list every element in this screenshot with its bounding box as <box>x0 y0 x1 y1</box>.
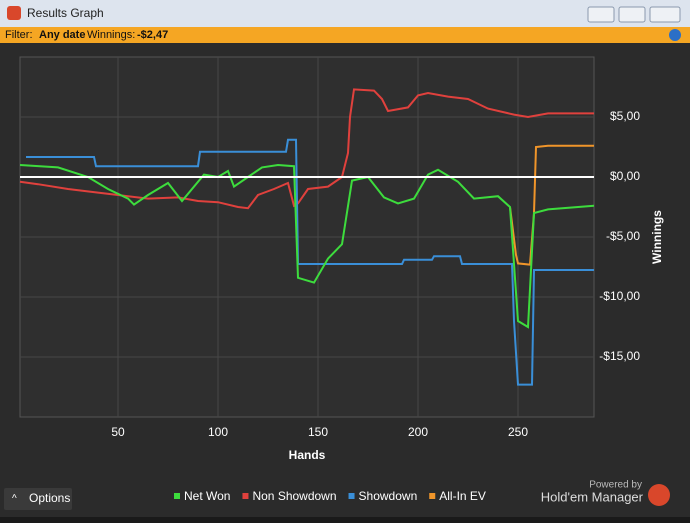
x-tick-label: 250 <box>508 425 528 439</box>
x-tick-label: 100 <box>208 425 228 439</box>
filter-label: Filter: <box>5 29 33 41</box>
y-axis-label: Winnings <box>650 210 664 264</box>
legend-swatch <box>429 493 436 499</box>
y-tick-label: -$10,00 <box>599 289 640 303</box>
legend-label: All-In EV <box>439 489 486 503</box>
series-line <box>19 163 595 329</box>
y-tick-label: $0,00 <box>610 169 640 183</box>
app-icon <box>7 6 21 20</box>
close-button[interactable] <box>649 6 681 23</box>
plot: 50 100 150 200 250 -$15,00 -$10,00 -$5,00 $0,00 $… <box>19 57 640 439</box>
window-title: Results Graph <box>27 6 104 20</box>
legend-label: Net Won <box>184 489 230 503</box>
legend-label: Non Showdown <box>252 489 336 503</box>
minimize-button[interactable] <box>587 6 615 23</box>
options-label: Options <box>29 491 70 505</box>
brand: Hold'em Manager <box>541 489 644 504</box>
powered-by: Powered by <box>589 480 642 491</box>
x-tick-label: 200 <box>408 425 428 439</box>
title-bar <box>0 0 690 27</box>
legend-swatch <box>348 493 355 499</box>
series-line <box>19 88 594 210</box>
brand-logo <box>648 484 670 506</box>
filter-bar <box>0 27 690 43</box>
options-button[interactable] <box>4 488 72 510</box>
bottom-edge <box>0 517 690 523</box>
maximize-button[interactable] <box>618 6 646 23</box>
legend-label: Showdown <box>359 489 418 503</box>
legend-swatch <box>174 493 180 499</box>
y-tick-label: -$5,00 <box>606 229 640 243</box>
winnings-label: Winnings: <box>87 29 135 41</box>
x-tick-label: 50 <box>111 425 125 439</box>
series-line <box>26 138 594 386</box>
y-tick-label: -$15,00 <box>599 349 640 363</box>
options-caret: ^ <box>12 494 17 505</box>
x-axis-label: Hands <box>289 448 326 462</box>
x-tick-label: 150 <box>308 425 328 439</box>
help-icon[interactable] <box>669 29 681 41</box>
legend-swatch <box>242 493 249 499</box>
filter-value: Any date <box>39 29 85 41</box>
winnings-value: -$2,47 <box>137 29 168 41</box>
y-tick-label: $5,00 <box>610 109 640 123</box>
